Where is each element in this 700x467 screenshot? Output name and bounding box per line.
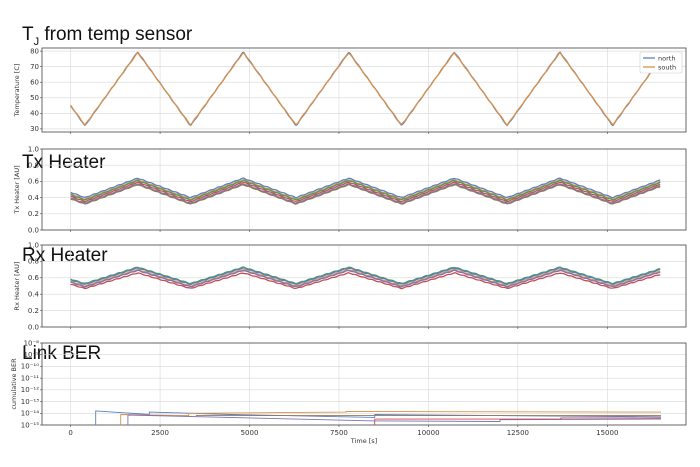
xtick-label-0: 0 [68,429,72,437]
xtick-label-6: 15000 [596,429,618,437]
ytick-label-2-0: 0.0 [28,323,39,331]
ytick-label-0-2: 50 [30,94,39,102]
ytick-label-3-3: 10⁻¹² [21,386,39,394]
ytick-label-1-5: 1.0 [28,145,39,153]
xtick-label-3: 7500 [330,429,348,437]
ytick-label-2-3: 0.6 [28,274,40,282]
xtick-label-4: 10000 [417,429,439,437]
ytick-label-0-5: 80 [30,47,39,55]
panel-title-tx-heater: Tx Heater [22,152,106,173]
ytick-label-3-4: 10⁻¹¹ [21,374,39,382]
ytick-label-1-1: 0.2 [28,210,39,218]
ytick-label-2-1: 0.2 [28,307,39,315]
ytick-label-2-5: 1.0 [28,241,39,249]
xlabel: Time [s] [350,437,377,445]
ytick-label-3-2: 10⁻¹³ [21,398,39,406]
plot-frame-2 [41,244,687,328]
ytick-label-1-3: 0.6 [28,178,40,186]
panel-title-rx-heater: Rx Heater [22,245,108,266]
ytick-label-3-5: 10⁻¹⁰ [21,363,39,371]
ytick-label-0-1: 40 [30,110,39,118]
ytick-label-0-0: 30 [30,125,39,133]
ytick-label-3-6: 10⁻⁹ [24,351,40,359]
series-line-1-0 [70,177,661,199]
ytick-label-1-2: 0.4 [28,194,40,202]
ytick-label-1-0: 0.0 [28,226,39,234]
series-line-1-5 [70,183,661,205]
ytick-label-0-4: 70 [30,63,39,71]
ylabel-3: cumulative BER [10,358,18,410]
series-line-2-4 [70,272,661,290]
series-line-0-0 [70,51,661,127]
title-temperature-sub: J [33,35,40,48]
series-line-1-2 [70,179,661,202]
ytick-label-2-2: 0.4 [28,291,40,299]
ytick-label-0-3: 60 [30,79,39,87]
ylabel-0: Temperature [C] [13,64,21,118]
plot-frame-1 [41,148,687,231]
ytick-label-3-0: 10⁻¹⁵ [21,421,39,429]
ytick-label-2-4: 0.8 [28,258,39,266]
xtick-label-2: 5000 [241,429,259,437]
legend-label-1: south [658,63,676,71]
series-line-0-1 [70,51,661,126]
title-temperature-main: T [22,24,34,45]
panel-title-temperature: TJ from temp sensor [22,24,192,48]
ytick-label-3-1: 10⁻¹⁴ [21,410,39,418]
ylabel-1: Tx Heater [AU] [13,165,21,214]
plot-frame-3 [41,342,687,426]
legend-box [639,51,683,74]
series-line-3-2 [127,414,662,425]
title-temperature-rest: from temp sensor [39,24,193,45]
ytick-label-3-7: 10⁻⁸ [24,339,40,347]
xtick-label-1: 2500 [151,429,169,437]
ytick-label-1-4: 0.8 [28,162,39,170]
series-line-1-3 [70,181,661,203]
plot-frame-0 [41,47,687,133]
ylabel-2: Rx Heater [AU] [13,262,21,311]
legend-label-0: north [658,54,675,62]
series-line-3-3 [374,417,661,425]
series-line-2-1 [70,267,661,286]
series-line-3-1 [120,411,662,425]
series-line-2-3 [70,269,661,288]
temperature-panel: TJ from temp sensor [0,0,700,140]
xtick-label-5: 12500 [507,429,529,437]
